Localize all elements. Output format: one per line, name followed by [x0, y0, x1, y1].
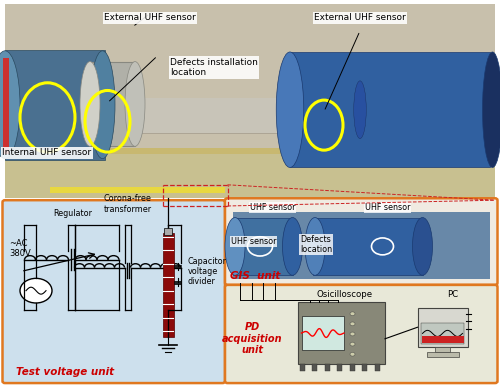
Ellipse shape: [125, 62, 145, 146]
Bar: [5, 4, 495, 154]
Text: Defects
location: Defects location: [300, 235, 332, 254]
Bar: [426, 352, 458, 357]
Bar: [350, 364, 354, 371]
Text: GIS  unit: GIS unit: [230, 271, 280, 281]
Bar: [290, 52, 490, 167]
Bar: [164, 228, 172, 235]
Bar: [312, 218, 422, 275]
Text: External UHF sensor: External UHF sensor: [314, 13, 406, 22]
Circle shape: [350, 332, 355, 336]
Bar: [50, 187, 225, 192]
Bar: [312, 364, 317, 371]
FancyBboxPatch shape: [225, 198, 497, 285]
Bar: [232, 218, 292, 275]
Bar: [362, 364, 367, 371]
FancyBboxPatch shape: [2, 200, 225, 383]
Bar: [421, 323, 464, 344]
Bar: [300, 364, 304, 371]
Text: Capacitor
voltage
divider: Capacitor voltage divider: [188, 256, 226, 286]
Bar: [435, 346, 450, 352]
Bar: [337, 364, 342, 371]
Text: UHF sensor: UHF sensor: [250, 203, 296, 212]
Circle shape: [350, 352, 355, 356]
Text: Test voltage unit: Test voltage unit: [16, 367, 114, 377]
Bar: [5, 50, 105, 160]
Bar: [418, 308, 468, 346]
Ellipse shape: [276, 52, 304, 167]
Bar: [298, 302, 385, 364]
Text: External UHF sensor: External UHF sensor: [104, 13, 196, 22]
Ellipse shape: [90, 51, 115, 159]
Bar: [5, 154, 495, 198]
Bar: [90, 62, 135, 146]
Ellipse shape: [482, 52, 500, 167]
Bar: [2, 58, 8, 154]
Text: ~AC
380V: ~AC 380V: [9, 239, 31, 258]
Bar: [5, 4, 495, 198]
Bar: [5, 148, 495, 198]
Circle shape: [20, 278, 52, 303]
Text: PD
acquisition
unit: PD acquisition unit: [222, 322, 283, 355]
Bar: [324, 364, 330, 371]
Text: Corona-free
transformer: Corona-free transformer: [104, 194, 152, 214]
Text: PC: PC: [447, 290, 458, 299]
FancyBboxPatch shape: [225, 285, 497, 383]
Ellipse shape: [80, 62, 100, 146]
Bar: [302, 316, 344, 350]
Text: Regulator: Regulator: [53, 209, 92, 218]
Ellipse shape: [305, 218, 325, 275]
Circle shape: [350, 322, 355, 326]
Ellipse shape: [0, 51, 20, 159]
Bar: [374, 364, 380, 371]
Bar: [135, 98, 295, 133]
Bar: [422, 336, 464, 343]
Ellipse shape: [225, 218, 245, 275]
Circle shape: [350, 312, 355, 316]
Text: UHF sensor: UHF sensor: [231, 237, 276, 246]
Ellipse shape: [282, 218, 302, 275]
Bar: [135, 98, 295, 133]
Text: Defects installation
location: Defects installation location: [170, 58, 258, 77]
Text: Internal UHF sensor: Internal UHF sensor: [2, 148, 92, 157]
Text: Osicilloscope: Osicilloscope: [317, 290, 373, 299]
Text: UHF sensor: UHF sensor: [365, 203, 410, 212]
Bar: [162, 233, 173, 337]
Ellipse shape: [354, 81, 366, 139]
Circle shape: [350, 342, 355, 346]
Bar: [232, 212, 490, 279]
Ellipse shape: [412, 218, 432, 275]
